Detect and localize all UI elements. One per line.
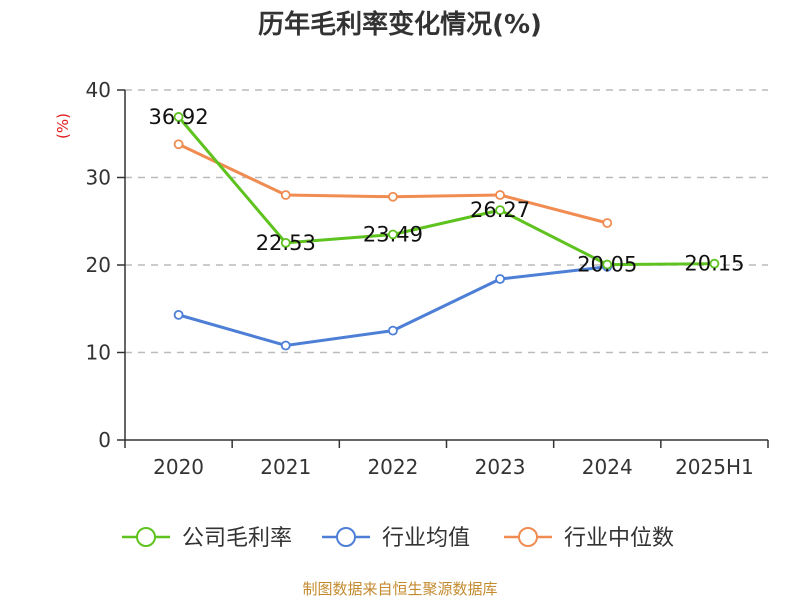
- legend-marker: [336, 527, 356, 547]
- x-tick-label: 2022: [367, 455, 418, 479]
- data-point: [173, 139, 184, 150]
- legend-item[interactable]: 公司毛利率: [122, 526, 292, 551]
- legend-label: 公司毛利率: [182, 526, 292, 551]
- chart-title: 历年毛利率变化情况(%): [258, 9, 542, 40]
- x-tick-label: 2023: [475, 455, 526, 479]
- data-label: 20.15: [684, 252, 744, 276]
- data-point: [280, 237, 291, 248]
- legend-label: 行业均值: [382, 526, 470, 551]
- data-point: [388, 229, 398, 240]
- data-point: [495, 274, 505, 284]
- data-point: [173, 112, 184, 122]
- series-line-1: [177, 115, 715, 267]
- axes: 0 10 20 30 40 2020 2021 2022 2023 2024 2025H1: [86, 78, 769, 479]
- data-point: [495, 205, 505, 216]
- data-point: [602, 259, 613, 270]
- data-point: [280, 340, 291, 351]
- legend-item[interactable]: 行业中位数: [504, 526, 674, 551]
- x-tick-label: 2024: [582, 455, 633, 479]
- data-labels: 36.92 22.53 23.49 26.27 20.05 20.15: [149, 105, 745, 277]
- x-tick-label: 2025H1: [675, 455, 754, 479]
- data-point: [709, 258, 720, 269]
- data-point: [280, 190, 291, 200]
- y-axis-label: (%): [54, 113, 72, 139]
- data-point: [388, 325, 398, 336]
- legend-item[interactable]: 行业均值: [322, 526, 470, 551]
- data-point: [495, 190, 505, 200]
- series-line-3: [177, 142, 608, 225]
- legend-marker: [136, 527, 156, 547]
- data-point: [173, 309, 184, 320]
- data-label: 36.92: [149, 105, 209, 129]
- y-tick-label: 20: [86, 253, 111, 277]
- data-label: 26.27: [470, 198, 530, 222]
- data-point: [388, 191, 398, 202]
- legend[interactable]: 公司毛利率 行业均值 行业中位数: [122, 526, 674, 551]
- y-tick-label: 40: [86, 78, 111, 102]
- x-tick-label: 2021: [260, 455, 311, 479]
- source-note: 制图数据来自恒生聚源数据库: [302, 580, 497, 598]
- data-label: 22.53: [256, 231, 316, 255]
- x-tick-label: 2020: [153, 455, 204, 479]
- y-tick-label: 10: [86, 341, 111, 365]
- y-tick-label: 0: [98, 428, 111, 452]
- y-tick-label: 30: [86, 166, 111, 190]
- data-label: 23.49: [363, 222, 423, 246]
- legend-marker: [518, 527, 538, 547]
- data-label: 20.05: [577, 253, 637, 277]
- legend-label: 行业中位数: [564, 526, 674, 551]
- series-lines: [173, 112, 720, 351]
- data-point: [602, 218, 613, 228]
